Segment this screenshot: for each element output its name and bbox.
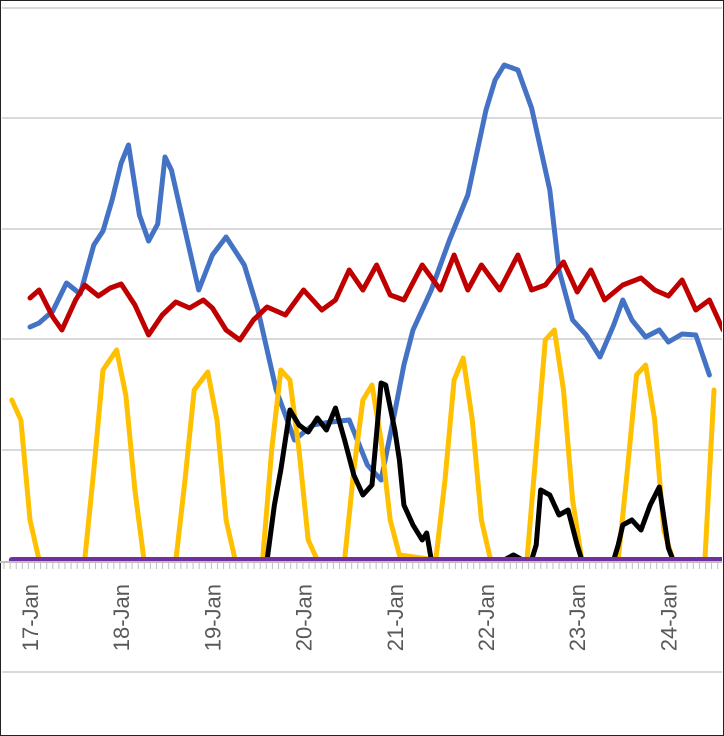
x-tick-label: 22-Jan xyxy=(474,584,499,651)
x-tick-label: 24-Jan xyxy=(656,584,681,651)
x-tick-label: 21-Jan xyxy=(383,584,408,651)
x-tick-labels: 17-Jan 18-Jan 19-Jan 20-Jan 21-Jan 22-Jan 23-J… xyxy=(18,584,681,651)
series-line-3 xyxy=(9,327,717,563)
series-line-1 xyxy=(27,62,712,483)
x-tick-label: 20-Jan xyxy=(292,584,317,651)
x-tick-label: 19-Jan xyxy=(200,584,225,651)
series-layer xyxy=(8,62,722,563)
x-tick-label: 23-Jan xyxy=(565,584,590,651)
series-line-2 xyxy=(27,252,722,343)
x-axis xyxy=(0,561,722,569)
x-tick-label: 17-Jan xyxy=(18,584,43,651)
series-line-4 xyxy=(9,380,676,563)
x-tick-label: 18-Jan xyxy=(109,584,134,651)
gridlines xyxy=(2,7,722,673)
